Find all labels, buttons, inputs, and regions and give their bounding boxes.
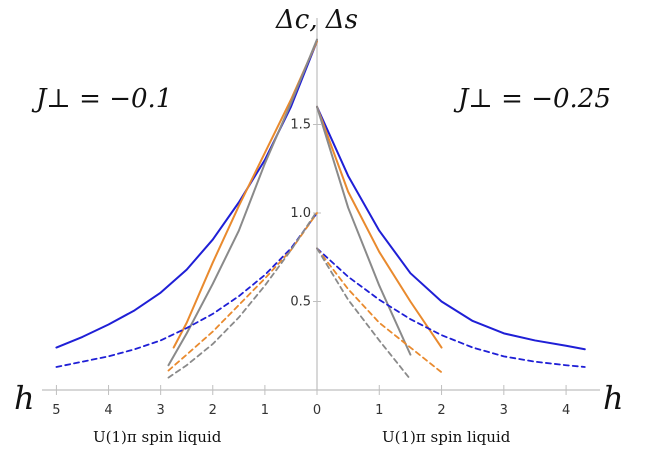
- x-tick-label-right-1: 2: [437, 403, 445, 418]
- x-axis-label-left: h: [14, 379, 35, 417]
- series-layer: [55, 38, 586, 381]
- right-series-3: [316, 247, 586, 368]
- left-series-1: [172, 40, 318, 349]
- y-axis-label: Δc, Δs: [275, 5, 358, 35]
- x-tick-label-left-1: 4: [104, 403, 112, 418]
- region-label-right: U(1)π spin liquid: [382, 428, 511, 446]
- panel-label-right: J⊥ = −0.25: [453, 84, 611, 114]
- right-series-0: [316, 105, 586, 351]
- region-label-left: U(1)π spin liquid: [93, 428, 222, 446]
- left-series-2: [167, 38, 318, 367]
- x-axis-label-right: h: [603, 379, 624, 417]
- right-series-5: [316, 247, 412, 381]
- x-tick-label-right-0: 1: [375, 403, 383, 418]
- right-series-2: [316, 105, 412, 356]
- x-tick-label-left-4: 1: [261, 403, 269, 418]
- x-tick-label-left-3: 2: [209, 403, 217, 418]
- y-tick-label-1: 1.0: [290, 206, 311, 221]
- left-series-4: [167, 212, 318, 372]
- y-tick-label-2: 1.5: [290, 118, 311, 133]
- panel-label-left: J⊥ = −0.1: [31, 84, 172, 114]
- x-tick-label-left-5: 0: [313, 403, 321, 418]
- x-tick-label-right-3: 4: [562, 403, 570, 418]
- left-series-5: [167, 210, 318, 379]
- x-tick-label-right-2: 3: [500, 403, 508, 418]
- left-series-3: [55, 212, 318, 368]
- right-series-1: [316, 105, 443, 349]
- x-tick-label-left-0: 5: [52, 403, 60, 418]
- axes-layer: [42, 18, 600, 391]
- tick-layer: 5 4 3 2 1 0 1 2 3 4 0.5 1.0 1.5: [52, 118, 570, 419]
- y-tick-label-0: 0.5: [290, 295, 311, 310]
- right-series-4: [316, 247, 443, 374]
- x-tick-label-left-2: 3: [157, 403, 165, 418]
